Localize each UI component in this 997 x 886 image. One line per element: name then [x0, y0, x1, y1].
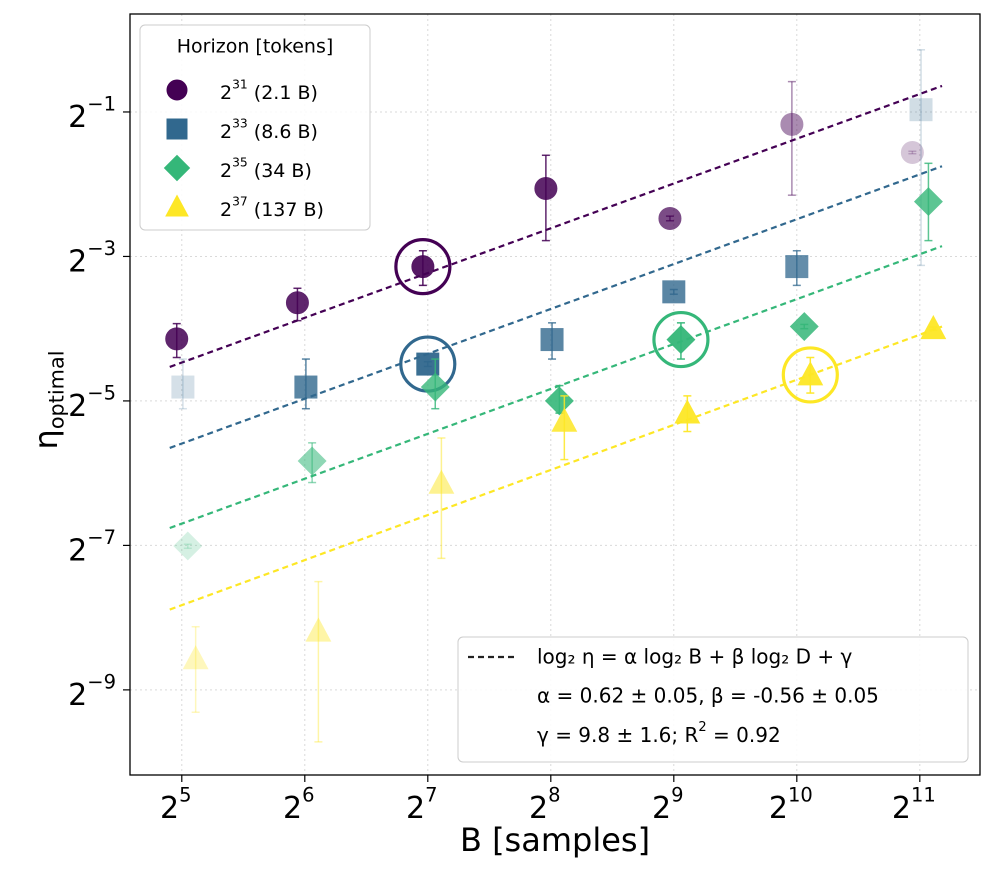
- point: [551, 407, 578, 432]
- x-tick-label: 27: [406, 783, 438, 826]
- point: [913, 187, 943, 217]
- point: [182, 645, 209, 670]
- point: [789, 312, 819, 341]
- point: [540, 328, 564, 352]
- fit-legend-text: γ = 9.8 ± 1.6; R2 = 0.92: [537, 720, 781, 747]
- point: [171, 375, 195, 399]
- point: [662, 280, 686, 304]
- highlight-ring: [781, 346, 839, 404]
- point: [900, 140, 924, 164]
- fit-line: [169, 165, 943, 449]
- legend-marker: [165, 194, 189, 217]
- point: [544, 386, 574, 416]
- point: [780, 112, 804, 136]
- x-tick-label: 26: [283, 783, 315, 826]
- point: [797, 361, 824, 386]
- point: [297, 446, 327, 476]
- legend-label: 237 (137 B): [220, 194, 324, 221]
- y-tick-label: 2−7: [68, 525, 116, 568]
- highlight-ring: [652, 310, 710, 369]
- y-tick-label: 2−5: [68, 381, 116, 424]
- x-tick-label: 28: [529, 783, 561, 826]
- legend-box: [139, 24, 371, 231]
- x-tick-label: 29: [652, 783, 684, 826]
- point: [785, 255, 809, 279]
- point: [920, 314, 947, 340]
- legend-marker: [166, 118, 188, 140]
- highlight-ring: [394, 237, 452, 296]
- legend-marker: [163, 154, 191, 182]
- x-tick-label: 210: [769, 783, 813, 826]
- x-axis-label: B [samples]: [460, 821, 650, 859]
- point: [428, 469, 455, 494]
- point: [534, 176, 558, 200]
- point: [165, 327, 189, 351]
- y-tick-label: 2−1: [68, 92, 116, 134]
- legend-title: Horizon [tokens]: [177, 36, 334, 58]
- legend-label: 233 (8.6 B): [220, 116, 318, 143]
- plot-frame: [129, 13, 981, 776]
- fit-legend-text: α = 0.62 ± 0.05, β = -0.56 ± 0.05: [537, 684, 879, 708]
- point: [674, 399, 701, 424]
- fit-line: [169, 84, 943, 368]
- point: [411, 255, 435, 279]
- x-tick-label: 211: [892, 783, 936, 826]
- y-tick-label: 2−3: [68, 236, 116, 279]
- point: [305, 617, 332, 642]
- legend-marker: [166, 79, 188, 101]
- point: [285, 291, 309, 315]
- x-tick-label: 25: [160, 783, 192, 826]
- point: [420, 372, 450, 402]
- point: [666, 325, 696, 355]
- fit-legend-box: [457, 636, 969, 763]
- fit-line: [169, 245, 943, 530]
- y-tick-label: 2−9: [68, 670, 116, 713]
- fit-legend-text: log₂ η = α log₂ B + β log₂ D + γ: [537, 645, 852, 669]
- point: [173, 531, 203, 561]
- legend-label: 235 (34 B): [220, 155, 312, 182]
- legend-label: 231 (2.1 B): [220, 77, 318, 104]
- point: [909, 98, 933, 122]
- point: [658, 206, 682, 230]
- y-axis-label: ηoptimal: [27, 351, 69, 450]
- point: [294, 375, 318, 399]
